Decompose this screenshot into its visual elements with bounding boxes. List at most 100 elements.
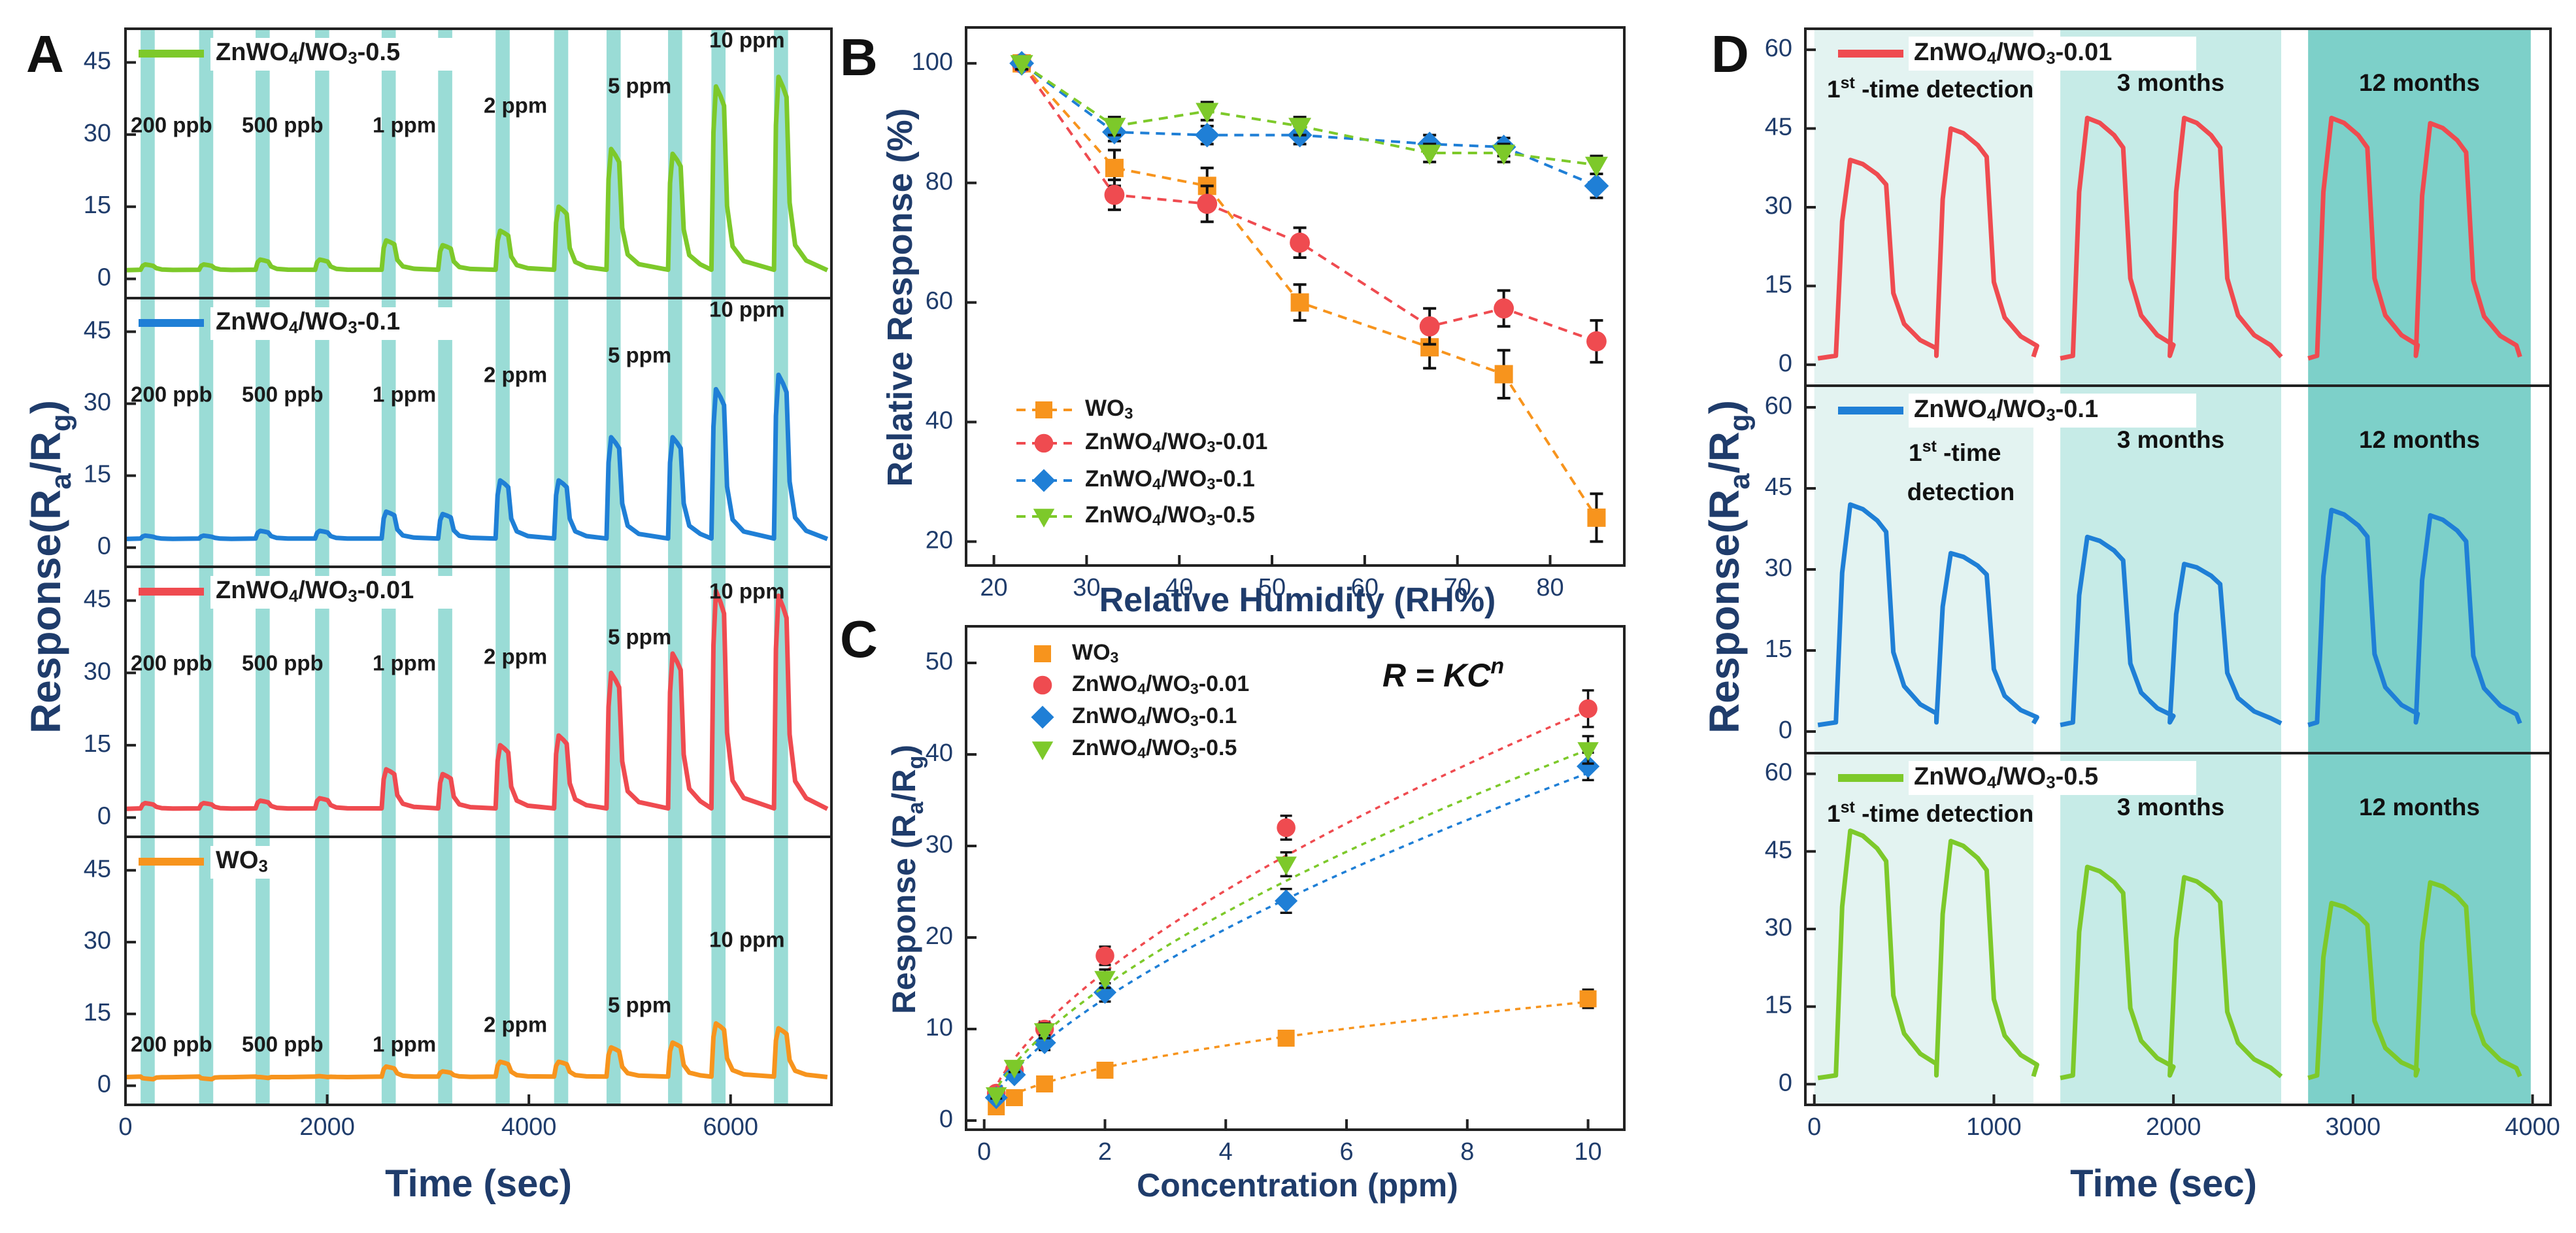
text-span: /WO	[298, 308, 348, 335]
gas-pulse-band	[381, 298, 396, 567]
text-span: ZnWO	[1085, 502, 1152, 528]
response-trace	[125, 588, 829, 811]
legend-marker	[1031, 705, 1054, 729]
gas-pulse-band	[256, 837, 270, 1105]
period-label-twelve: 12 months	[2359, 426, 2480, 453]
legend-marker	[1034, 645, 1051, 662]
x-tick-label: 30	[1073, 574, 1100, 601]
y-tick-label: 80	[926, 168, 953, 195]
gas-pulse-band	[256, 567, 270, 837]
period-label-sup: st	[1841, 74, 1856, 92]
legend-label: ZnWO4/WO3-0.1	[216, 308, 400, 337]
y-tick-label: 15	[84, 192, 111, 219]
y-tick-label: 0	[97, 803, 111, 830]
subscript: 4	[289, 318, 299, 337]
data-point	[1275, 889, 1298, 913]
concentration-label: 2 ppm	[484, 93, 547, 118]
text-span: -0.01	[1199, 671, 1250, 696]
panel-letter-a: A	[26, 25, 64, 83]
x-axis-title: Time (sec)	[385, 1162, 572, 1205]
text-span: /WO	[1996, 763, 2046, 790]
legend-bg	[210, 307, 478, 340]
legend-bg	[210, 38, 478, 71]
period-label-text: -time detection	[1855, 800, 2033, 827]
text-span: ZnWO	[216, 39, 289, 66]
text-span: -0.5	[358, 39, 400, 66]
gas-pulse-band	[774, 298, 788, 567]
legend-bg	[210, 846, 289, 879]
data-point	[1494, 298, 1514, 319]
legend-label: WO3	[1072, 640, 1119, 666]
legend-label: ZnWO4/WO3-0.5	[1914, 763, 2098, 792]
y-axis-title-sub: a	[45, 473, 77, 490]
gas-pulse-band	[606, 29, 621, 298]
subscript: 4	[289, 49, 299, 67]
gas-pulse-band	[315, 567, 329, 837]
data-point	[1579, 990, 1597, 1007]
period-label-first: 1st -time	[1909, 437, 2001, 466]
concentration-label: 5 ppm	[608, 993, 671, 1017]
data-point	[1277, 818, 1296, 837]
gas-pulse-band	[141, 29, 155, 298]
data-point	[1096, 1062, 1114, 1079]
y-tick-label: 45	[84, 316, 111, 344]
period-label-first: 1st -time detection	[1827, 74, 2033, 103]
gas-pulse-band	[668, 29, 682, 298]
text-span: -0.01	[358, 577, 414, 604]
data-point	[1003, 1060, 1026, 1079]
text-span: ZnWO	[1085, 429, 1152, 454]
y-tick-label: 100	[912, 48, 953, 76]
data-point	[1290, 232, 1310, 253]
y-axis-title-main: Response(R	[22, 490, 69, 734]
data-point	[1093, 981, 1117, 1004]
concentration-label: 2 ppm	[484, 645, 547, 669]
panel-letter-c: C	[840, 610, 878, 668]
data-point	[1103, 118, 1126, 139]
fit-curve	[992, 709, 1589, 1092]
subpanel-a-3: 0 15 30 45 ZnWO4/WO3-0.01 200 ppb 500 ppb 1 ppm…	[84, 566, 833, 838]
response-trace	[125, 1021, 828, 1082]
x-axis-title: Relative Humidity (RH%)	[1099, 581, 1496, 619]
text-span: -0.1	[2056, 396, 2098, 423]
y-axis-title: Response (Ra/Rg)	[886, 745, 928, 1014]
series-1	[1011, 53, 1607, 364]
y-tick-label: 0	[97, 264, 111, 292]
x-axis-title: Concentration (ppm)	[1137, 1167, 1458, 1204]
legend-marker	[1033, 509, 1055, 528]
x-tick-label: 50	[1258, 574, 1286, 601]
gas-pulse-band	[438, 567, 452, 837]
period-label-twelve: 12 months	[2359, 69, 2480, 96]
fit-curve	[992, 771, 1589, 1099]
concentration-label: 1 ppm	[373, 382, 436, 407]
legend-label: ZnWO4/WO3-0.01	[1085, 429, 1267, 456]
text-span: /WO	[1146, 703, 1190, 728]
concentration-label: 1 ppm	[373, 113, 436, 137]
y-tick-label: 10	[926, 1014, 953, 1041]
y-tick-label: 60	[1765, 759, 1792, 786]
gas-pulse-band	[199, 298, 214, 567]
period-label-three: 3 months	[2117, 69, 2224, 96]
data-point	[1577, 754, 1600, 778]
text-span: -0.5	[1199, 735, 1237, 760]
concentration-label: 5 ppm	[608, 625, 671, 649]
x-tick-label: 0	[118, 1113, 132, 1141]
period-label-text: -time detection	[1855, 76, 2033, 103]
data-point	[1196, 103, 1219, 124]
subscript: 3	[258, 857, 267, 875]
legend-bg	[1909, 394, 2196, 428]
y-axis-title-sub: g	[1724, 414, 1756, 431]
data-point	[1584, 173, 1609, 199]
y-tick-label: 15	[1765, 635, 1792, 663]
legend-label: ZnWO4/WO3-0.1	[1085, 466, 1255, 494]
text-span: ZnWO	[1072, 703, 1137, 728]
data-point	[1094, 971, 1116, 990]
y-tick-label: 30	[84, 120, 111, 147]
concentration-label: 200 ppb	[131, 1032, 212, 1056]
subscript: 3	[2046, 49, 2055, 67]
data-point	[1275, 856, 1297, 875]
x-tick-label: 0	[1807, 1113, 1821, 1141]
data-point	[1419, 316, 1440, 337]
legend-marker	[1034, 433, 1054, 453]
y-tick-label: 15	[84, 999, 111, 1026]
subscript: 3	[1207, 439, 1215, 456]
